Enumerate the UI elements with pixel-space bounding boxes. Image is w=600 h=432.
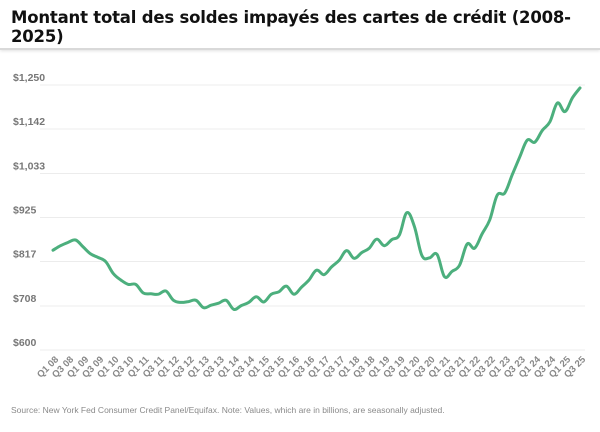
data-point — [345, 249, 349, 253]
y-tick-label: $708 — [13, 293, 37, 305]
data-point — [375, 237, 379, 241]
data-point — [187, 300, 191, 304]
data-point — [104, 260, 108, 264]
title-bar: Montant total des soldes impayés des car… — [0, 0, 600, 50]
data-point — [330, 265, 334, 269]
data-point — [533, 140, 537, 144]
chart-title: Montant total des soldes impayés des car… — [11, 8, 571, 46]
data-point — [194, 298, 198, 302]
data-point — [382, 244, 386, 248]
data-point — [111, 271, 115, 275]
data-point — [540, 128, 544, 132]
y-tick-label: $925 — [13, 205, 37, 217]
data-point — [322, 273, 326, 277]
data-point — [171, 298, 175, 302]
data-point — [247, 300, 251, 304]
data-point — [119, 278, 123, 282]
data-point — [458, 263, 462, 267]
data-point — [269, 292, 273, 296]
data-point — [89, 252, 93, 256]
gridlines — [40, 84, 585, 351]
data-point — [525, 138, 529, 142]
data-point — [570, 96, 574, 100]
data-point — [209, 303, 213, 307]
series-line-credit-card-balances — [51, 86, 582, 311]
data-point — [397, 233, 401, 237]
data-point — [435, 252, 439, 256]
data-point — [307, 278, 311, 282]
y-axis-ticks: $600 $708 $817 $925 $1,033 $1,142 $1,250 — [13, 72, 45, 349]
data-point — [179, 300, 183, 304]
data-point — [360, 251, 364, 255]
data-point — [284, 284, 288, 288]
data-point — [420, 253, 424, 257]
data-point — [495, 193, 499, 197]
data-point — [555, 101, 559, 105]
data-point — [465, 242, 469, 246]
data-point — [427, 256, 431, 260]
data-point — [74, 238, 78, 242]
data-point — [412, 225, 416, 229]
data-point — [563, 110, 567, 114]
data-point — [390, 238, 394, 242]
data-point — [126, 282, 130, 286]
data-point — [239, 304, 243, 308]
data-point — [473, 246, 477, 250]
data-point — [488, 218, 492, 222]
data-point — [232, 307, 236, 311]
data-point — [96, 256, 100, 260]
data-point — [510, 173, 514, 177]
data-point — [518, 155, 522, 159]
y-tick-label: $1,033 — [13, 160, 45, 172]
data-point — [262, 300, 266, 304]
y-tick-label: $1,142 — [13, 116, 45, 128]
data-point — [292, 292, 296, 296]
data-point — [503, 191, 507, 195]
data-point — [299, 285, 303, 289]
data-point — [66, 240, 70, 244]
data-point — [548, 120, 552, 124]
data-point — [254, 295, 258, 299]
data-point — [277, 290, 281, 294]
data-point — [149, 292, 153, 296]
data-point — [450, 269, 454, 273]
data-point — [134, 282, 138, 286]
y-tick-label: $600 — [13, 337, 37, 349]
data-point — [81, 245, 85, 249]
data-point — [164, 289, 168, 293]
data-point — [367, 246, 371, 250]
data-point — [224, 298, 228, 302]
data-point — [51, 248, 55, 252]
y-tick-label: $1,250 — [13, 72, 45, 84]
data-point — [202, 306, 206, 310]
source-note: Source: New York Fed Consumer Credit Pan… — [11, 405, 445, 415]
data-point — [59, 244, 63, 248]
data-point — [141, 291, 145, 295]
data-point — [352, 256, 356, 260]
y-tick-label: $817 — [13, 249, 37, 261]
data-point — [442, 275, 446, 279]
data-point — [217, 301, 221, 305]
data-point — [578, 86, 582, 90]
series-layer — [51, 86, 582, 311]
data-point — [315, 268, 319, 272]
data-point — [405, 211, 409, 215]
data-point — [480, 232, 484, 236]
data-point — [156, 292, 160, 296]
data-point — [337, 258, 341, 262]
